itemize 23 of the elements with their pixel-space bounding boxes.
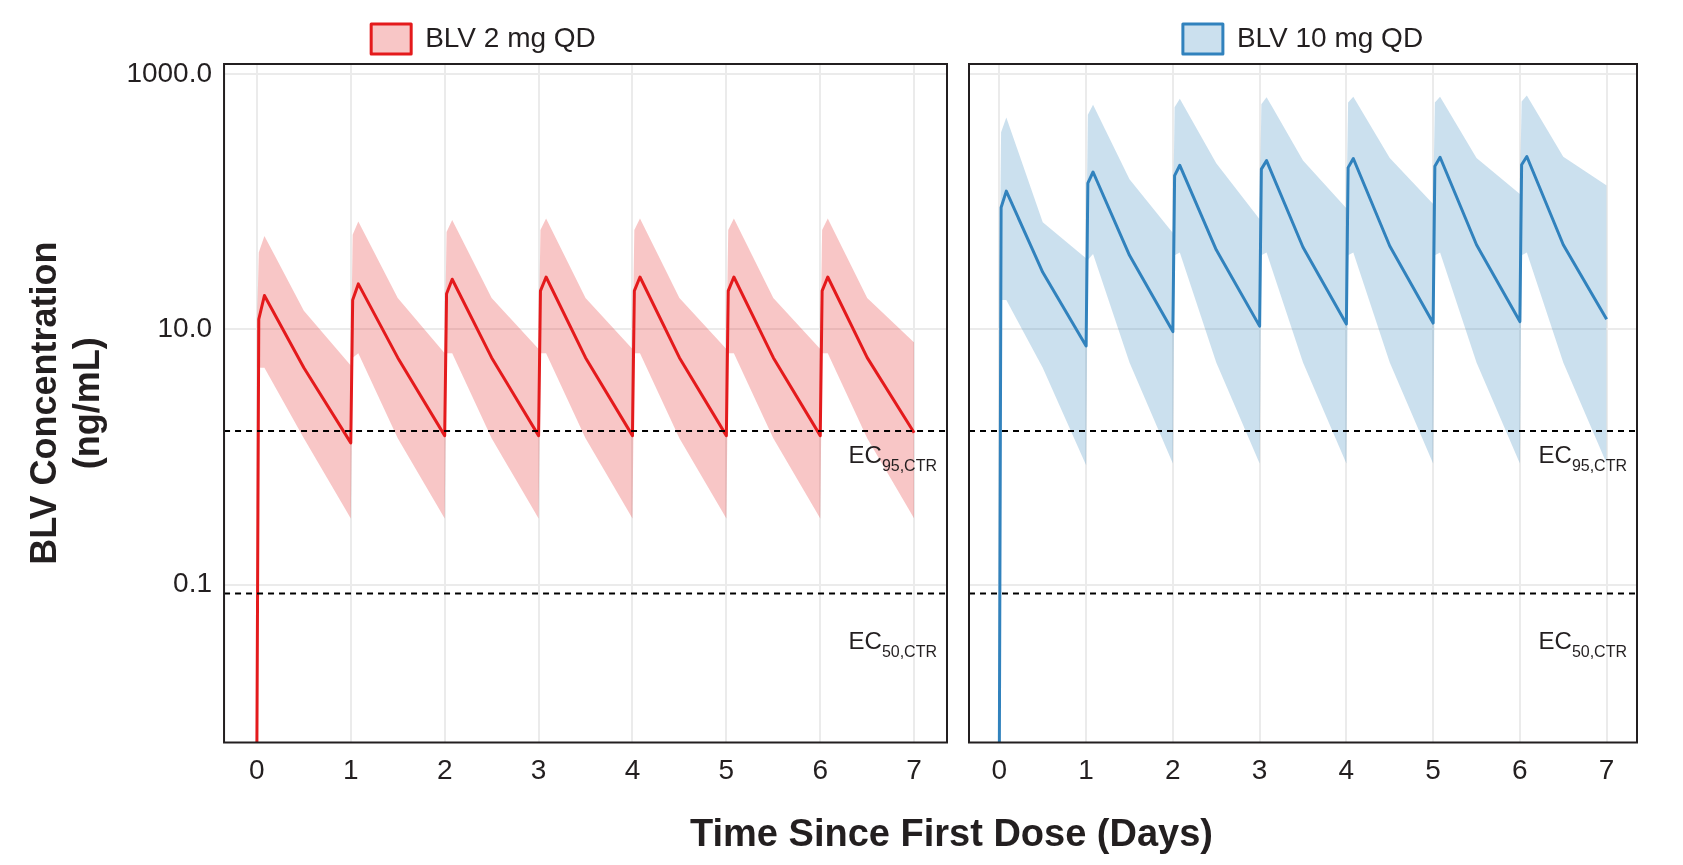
x-tick-label: 1 (343, 753, 359, 785)
x-tick-label: 7 (1598, 753, 1615, 785)
x-tick-label: 2 (436, 753, 453, 785)
legend-label: BLV 10 mg QD (1236, 21, 1424, 53)
legend-label: BLV 2 mg QD (425, 21, 596, 53)
x-tick-label: 6 (1512, 753, 1528, 785)
x-tick-label: 5 (1425, 753, 1441, 785)
x-tick-label: 7 (906, 753, 922, 785)
x-tick-label: 3 (1251, 753, 1268, 785)
y-tick-label: 1000.0 (126, 56, 213, 88)
x-tick-label: 0 (991, 753, 1008, 785)
x-tick-label: 0 (249, 753, 265, 785)
x-tick-label: 4 (624, 753, 641, 785)
x-tick-label: 4 (1338, 753, 1355, 785)
y-tick-label: 10.0 (157, 312, 213, 344)
x-axis-title: Time Since First Dose (Days) (688, 812, 1214, 855)
y-tick-label: 0.1 (173, 567, 213, 599)
x-tick-label: 5 (718, 753, 735, 785)
x-tick-label: 6 (812, 753, 829, 785)
x-tick-label: 2 (1165, 753, 1181, 785)
x-tick-label: 3 (530, 753, 547, 785)
x-tick-label: 1 (1078, 753, 1094, 785)
y-axis-title: BLV Concentration (ng/mL) (22, 241, 107, 565)
